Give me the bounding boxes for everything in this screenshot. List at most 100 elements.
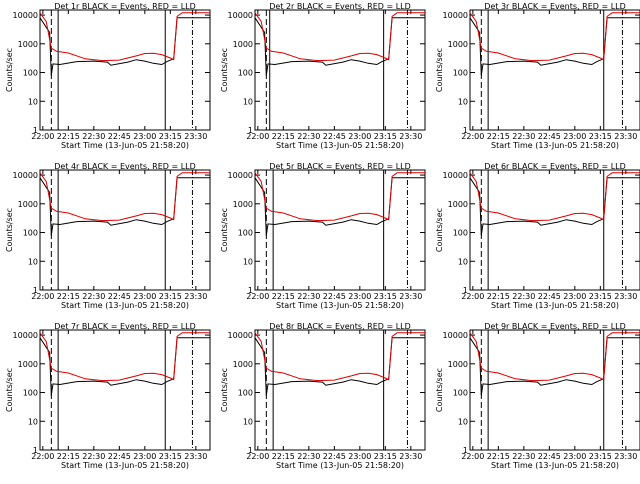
- x-tick-label: 22:30: [82, 132, 105, 141]
- series-line-2: [254, 172, 425, 222]
- y-tick-label: 100: [23, 229, 38, 238]
- y-tick-label: 100: [238, 69, 253, 78]
- y-tick-label: 1000: [18, 200, 38, 209]
- plot-frame: [254, 329, 426, 451]
- x-tick-label: 23:30: [614, 292, 637, 301]
- x-tick-label: 22:45: [108, 132, 131, 141]
- series-line-2: [469, 12, 640, 62]
- y-tick-label: 10000: [13, 171, 38, 180]
- x-tick-label: 22:30: [512, 452, 535, 461]
- series-line-2: [469, 332, 640, 382]
- y-tick-label: 1: [248, 286, 253, 295]
- x-tick-label: 22:15: [487, 132, 510, 141]
- x-tick-label: 22:00: [246, 452, 269, 461]
- y-tick-label: 10: [243, 417, 253, 426]
- x-tick-label: 22:00: [461, 132, 484, 141]
- series-line-1: [254, 177, 425, 236]
- panel-title: Det 6r BLACK = Events, RED = LLD: [484, 162, 626, 171]
- plot-frame: [469, 169, 640, 291]
- y-axis-label: Counts/sec: [220, 48, 229, 92]
- x-tick-label: 22:30: [82, 292, 105, 301]
- x-axis-label: Start Time (13-Jun-05 21:58:20): [491, 141, 619, 150]
- panel-title: Det 5r BLACK = Events, RED = LLD: [269, 162, 411, 171]
- x-tick-label: 22:15: [272, 292, 295, 301]
- x-tick-label: 23:00: [563, 292, 586, 301]
- x-tick-label: 22:15: [57, 452, 80, 461]
- x-tick-label: 22:15: [57, 132, 80, 141]
- x-tick-label: 22:15: [487, 452, 510, 461]
- y-axis-label: Counts/sec: [435, 48, 444, 92]
- panel-title: Det 7r BLACK = Events, RED = LLD: [54, 322, 196, 331]
- panel-title: Det 1r BLACK = Events, RED = LLD: [54, 2, 196, 11]
- plot-frame: [254, 9, 426, 131]
- y-tick-label: 1: [33, 446, 38, 455]
- x-tick-label: 22:45: [538, 452, 561, 461]
- y-tick-label: 10: [28, 417, 38, 426]
- y-tick-label: 100: [453, 69, 468, 78]
- y-tick-label: 1000: [18, 40, 38, 49]
- y-tick-label: 1000: [233, 40, 253, 49]
- y-tick-label: 100: [453, 229, 468, 238]
- series-line-2: [469, 172, 640, 222]
- y-tick-label: 1000: [18, 360, 38, 369]
- x-axis-label: Start Time (13-Jun-05 21:58:20): [276, 461, 404, 470]
- x-tick-label: 23:30: [399, 292, 422, 301]
- x-tick-label: 23:15: [159, 292, 182, 301]
- x-tick-label: 22:00: [31, 132, 54, 141]
- plot-frame: [39, 9, 211, 131]
- panel-title: Det 3r BLACK = Events, RED = LLD: [484, 2, 626, 11]
- series-line-2: [39, 172, 210, 222]
- plot-frame: [39, 329, 211, 451]
- y-tick-label: 1: [33, 286, 38, 295]
- x-tick-label: 23:15: [589, 292, 612, 301]
- x-tick-label: 22:45: [323, 292, 346, 301]
- x-tick-label: 23:30: [184, 292, 207, 301]
- y-tick-label: 10000: [228, 331, 253, 340]
- x-tick-label: 23:30: [614, 452, 637, 461]
- y-tick-label: 10: [28, 97, 38, 106]
- series-line-1: [39, 177, 210, 236]
- y-tick-label: 10000: [443, 171, 468, 180]
- y-tick-label: 1: [463, 286, 468, 295]
- y-tick-label: 1: [463, 446, 468, 455]
- y-tick-label: 100: [23, 69, 38, 78]
- panel-title: Det 4r BLACK = Events, RED = LLD: [54, 162, 196, 171]
- series-line-1: [39, 337, 210, 396]
- x-tick-label: 22:45: [108, 292, 131, 301]
- y-tick-label: 10: [458, 257, 468, 266]
- series-line-1: [469, 17, 640, 76]
- y-tick-label: 1: [248, 446, 253, 455]
- x-tick-label: 22:00: [461, 452, 484, 461]
- x-tick-label: 22:00: [31, 452, 54, 461]
- y-tick-label: 100: [453, 389, 468, 398]
- y-tick-label: 10000: [443, 11, 468, 20]
- series-line-1: [39, 17, 210, 76]
- y-axis-label: Counts/sec: [5, 208, 14, 252]
- x-axis-label: Start Time (13-Jun-05 21:58:20): [276, 301, 404, 310]
- y-tick-label: 10: [458, 417, 468, 426]
- plot-frame: [39, 169, 211, 291]
- y-tick-label: 100: [23, 389, 38, 398]
- x-tick-label: 22:15: [272, 452, 295, 461]
- x-tick-label: 22:45: [538, 132, 561, 141]
- x-tick-label: 22:30: [82, 452, 105, 461]
- y-axis-label: Counts/sec: [435, 368, 444, 412]
- x-tick-label: 22:30: [297, 292, 320, 301]
- x-tick-label: 23:00: [133, 452, 156, 461]
- x-tick-label: 22:45: [538, 292, 561, 301]
- y-tick-label: 10000: [443, 331, 468, 340]
- y-tick-label: 1000: [233, 360, 253, 369]
- x-tick-label: 23:15: [374, 452, 397, 461]
- series-line-1: [254, 337, 425, 396]
- plot-frame: [469, 329, 640, 451]
- y-tick-label: 1000: [233, 200, 253, 209]
- x-tick-label: 23:15: [374, 132, 397, 141]
- y-tick-label: 10000: [13, 331, 38, 340]
